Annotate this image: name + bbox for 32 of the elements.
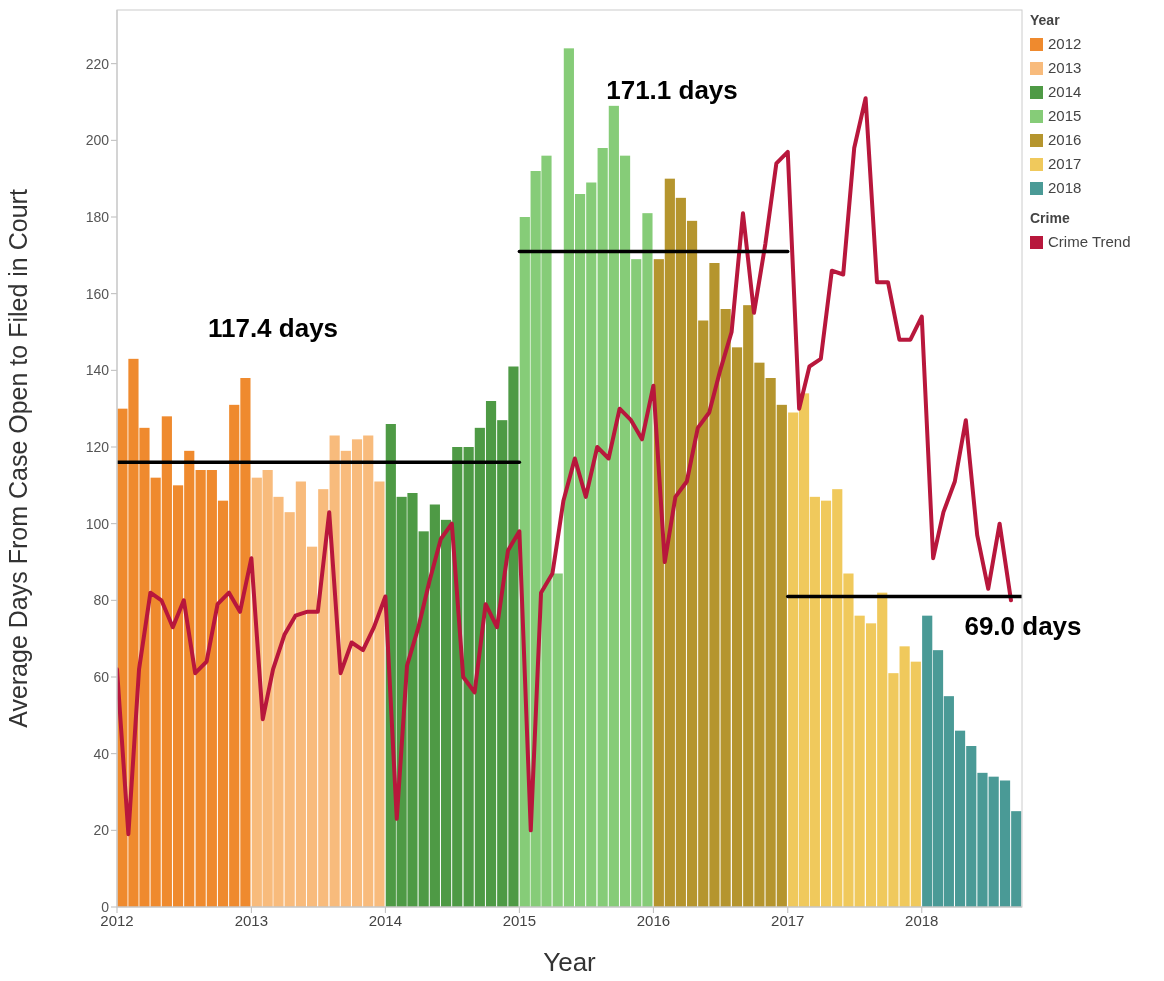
legend-label: 2012 — [1047, 34, 1083, 54]
x-axis-title: Year — [543, 947, 597, 977]
y-tick-label: 40 — [93, 745, 110, 762]
legend-label: 2016 — [1047, 130, 1083, 150]
legend-label: 2015 — [1047, 106, 1083, 126]
legend-label: 2013 — [1047, 58, 1083, 78]
y-tick-label: 20 — [93, 822, 110, 839]
y-tick-label: 80 — [93, 592, 110, 609]
y-tick-label: 180 — [85, 208, 110, 225]
x-tick-label: 2013 — [234, 911, 269, 929]
legend-label: Crime Trend — [1047, 232, 1131, 252]
y-tick-label: 220 — [85, 55, 110, 72]
legend-label: 2014 — [1047, 82, 1083, 102]
text: Crime — [1030, 209, 1071, 228]
y-tick-label: 60 — [93, 668, 110, 685]
x-tick-label: 2017 — [771, 911, 805, 929]
annotation: 69.0 days — [964, 610, 1082, 641]
legend-title: Year — [1030, 11, 1061, 30]
x-tick-label: 2015 — [502, 911, 537, 929]
x-tick-label: 2018 — [905, 911, 939, 929]
y-tick-label: 140 — [85, 362, 110, 379]
legend-label: 2018 — [1047, 178, 1083, 198]
x-tick-label: 2014 — [368, 911, 403, 929]
annotation: 171.1 days — [606, 74, 738, 105]
annotation: 117.4 days — [207, 312, 339, 343]
y-tick-label: 160 — [85, 285, 110, 302]
y-axis-title: Average Days From Case Open to Filed in Court — [3, 189, 32, 728]
legend-label: 2017 — [1047, 154, 1083, 174]
x-tick-label: 2016 — [636, 911, 671, 929]
y-tick-label: 100 — [85, 515, 110, 532]
y-tick-label: 120 — [85, 438, 110, 455]
y-tick-label: 200 — [85, 132, 110, 149]
